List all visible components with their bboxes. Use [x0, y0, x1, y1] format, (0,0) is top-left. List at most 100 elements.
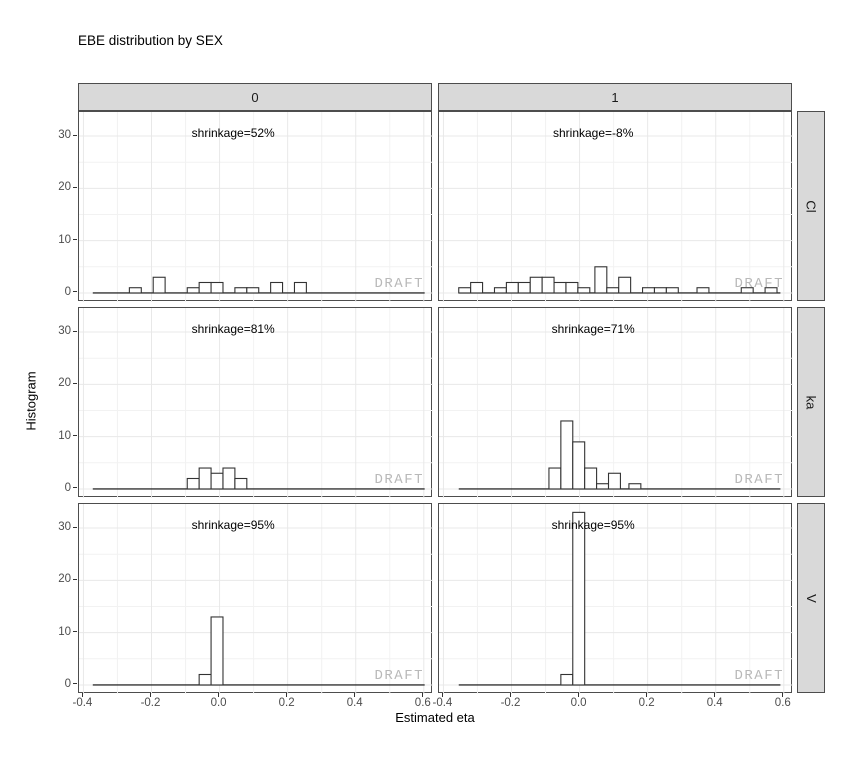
histogram-bar [270, 281, 284, 294]
draft-watermark: DRAFT [374, 667, 424, 684]
y-tick-mark [73, 578, 77, 580]
x-tick-label: -0.4 [432, 697, 453, 709]
facet-strip-v: V [797, 503, 825, 693]
x-axis-title: Estimated eta [395, 710, 475, 725]
draft-watermark: DRAFT [374, 275, 424, 292]
y-tick-mark [73, 631, 77, 633]
panel-ka-sex1: shrinkage=71% DRAFT [438, 307, 793, 498]
histogram-bar [653, 287, 667, 294]
y-tick-mark [73, 382, 77, 384]
histogram-bar [293, 281, 307, 294]
panel-v-sex0: shrinkage=95% DRAFT [78, 503, 433, 694]
shrinkage-annotation: shrinkage=52% [191, 125, 275, 140]
histogram-bar [607, 472, 621, 490]
x-tick-label: 0.2 [638, 697, 655, 709]
x-tick-label: 0.4 [346, 697, 363, 709]
histogram-bar [642, 287, 656, 294]
x-tick-mark [81, 693, 83, 697]
y-tick-mark [73, 330, 77, 332]
shrinkage-annotation: shrinkage=95% [191, 517, 275, 532]
histogram-canvas [439, 308, 793, 498]
x-tick-label: 0.2 [278, 697, 295, 709]
facet-strip-label: V [803, 593, 819, 603]
x-tick-label: -0.2 [500, 697, 521, 709]
histogram-bar [529, 276, 543, 294]
facet-strip-label: ka [803, 395, 819, 409]
x-tick-mark [578, 693, 580, 697]
histogram-bar [186, 287, 200, 294]
histogram-bar [198, 673, 212, 686]
y-tick-mark [73, 683, 77, 685]
y-tick-mark [73, 239, 77, 241]
histogram-bar [577, 287, 591, 294]
histogram-bar [541, 276, 555, 294]
histogram-bar [740, 287, 754, 294]
x-tick-mark [354, 693, 356, 697]
histogram-bar [665, 287, 679, 294]
x-tick-mark [150, 693, 151, 697]
histogram-bar [548, 467, 562, 490]
panel-ka-sex0: shrinkage=81% DRAFT [78, 307, 433, 498]
facet-strip-label: 0 [251, 89, 259, 105]
x-tick-label: 0.0 [570, 697, 587, 709]
histogram-bar [594, 266, 608, 294]
facet-strip-ka: ka [797, 307, 825, 497]
histogram-bar [596, 483, 610, 490]
shrinkage-annotation: shrinkage=71% [551, 321, 635, 336]
y-tick-label: 20 [58, 377, 71, 390]
facet-strip-sex-0: 0 [78, 83, 432, 111]
histogram-bar [198, 281, 212, 294]
x-tick-mark [441, 693, 443, 697]
histogram-bar [696, 287, 710, 294]
histogram-bar [553, 281, 567, 294]
histogram-bar [560, 420, 574, 490]
facet-strip-label: 1 [611, 89, 619, 105]
x-tick-label: -0.2 [140, 697, 161, 709]
y-tick-label: 0 [64, 285, 71, 298]
y-tick-label: 30 [58, 325, 71, 338]
histogram-bar [628, 483, 642, 490]
histogram-bar [458, 287, 472, 294]
x-tick-mark [646, 693, 648, 697]
histogram-bar [234, 287, 248, 294]
y-tick-mark [73, 291, 77, 293]
x-tick-label: 0.6 [414, 697, 431, 709]
histogram-bar [152, 276, 166, 294]
draft-watermark: DRAFT [374, 471, 424, 488]
y-tick-label: 0 [64, 481, 71, 494]
y-tick-label: 10 [58, 233, 71, 246]
y-tick-mark [73, 435, 77, 437]
y-tick-label: 20 [58, 181, 71, 194]
histogram-bar [234, 477, 248, 490]
facet-strip-cl: Cl [797, 111, 825, 301]
histogram-canvas [79, 504, 433, 694]
histogram-bar [505, 281, 519, 294]
y-tick-label: 30 [58, 129, 71, 142]
x-tick-mark [510, 693, 511, 697]
histogram-bar [210, 281, 224, 294]
x-tick-label: 0.4 [706, 697, 723, 709]
shrinkage-annotation: shrinkage=81% [191, 321, 275, 336]
histogram-bar [470, 281, 484, 294]
facet-strip-label: Cl [803, 199, 819, 213]
y-tick-label: 20 [58, 573, 71, 586]
draft-watermark: DRAFT [734, 275, 784, 292]
histogram-bar [210, 616, 224, 686]
y-tick-label: 10 [58, 429, 71, 442]
histogram-bar [186, 477, 200, 490]
histogram-bar [210, 472, 224, 490]
histogram-bar [222, 467, 236, 490]
x-tick-label: -0.4 [72, 697, 93, 709]
histogram-bar [128, 287, 142, 294]
x-tick-mark [218, 693, 220, 697]
draft-watermark: DRAFT [734, 471, 784, 488]
histogram-bar [618, 276, 632, 294]
panel-cl-sex1: shrinkage=-8% DRAFT [438, 111, 793, 302]
histogram-bar [246, 287, 260, 294]
y-tick-label: 10 [58, 625, 71, 638]
y-tick-label: 30 [58, 521, 71, 534]
y-tick-mark [73, 487, 77, 489]
y-tick-mark [73, 134, 77, 136]
x-tick-label: 0.6 [774, 697, 791, 709]
plot-title: EBE distribution by SEX [78, 33, 223, 48]
